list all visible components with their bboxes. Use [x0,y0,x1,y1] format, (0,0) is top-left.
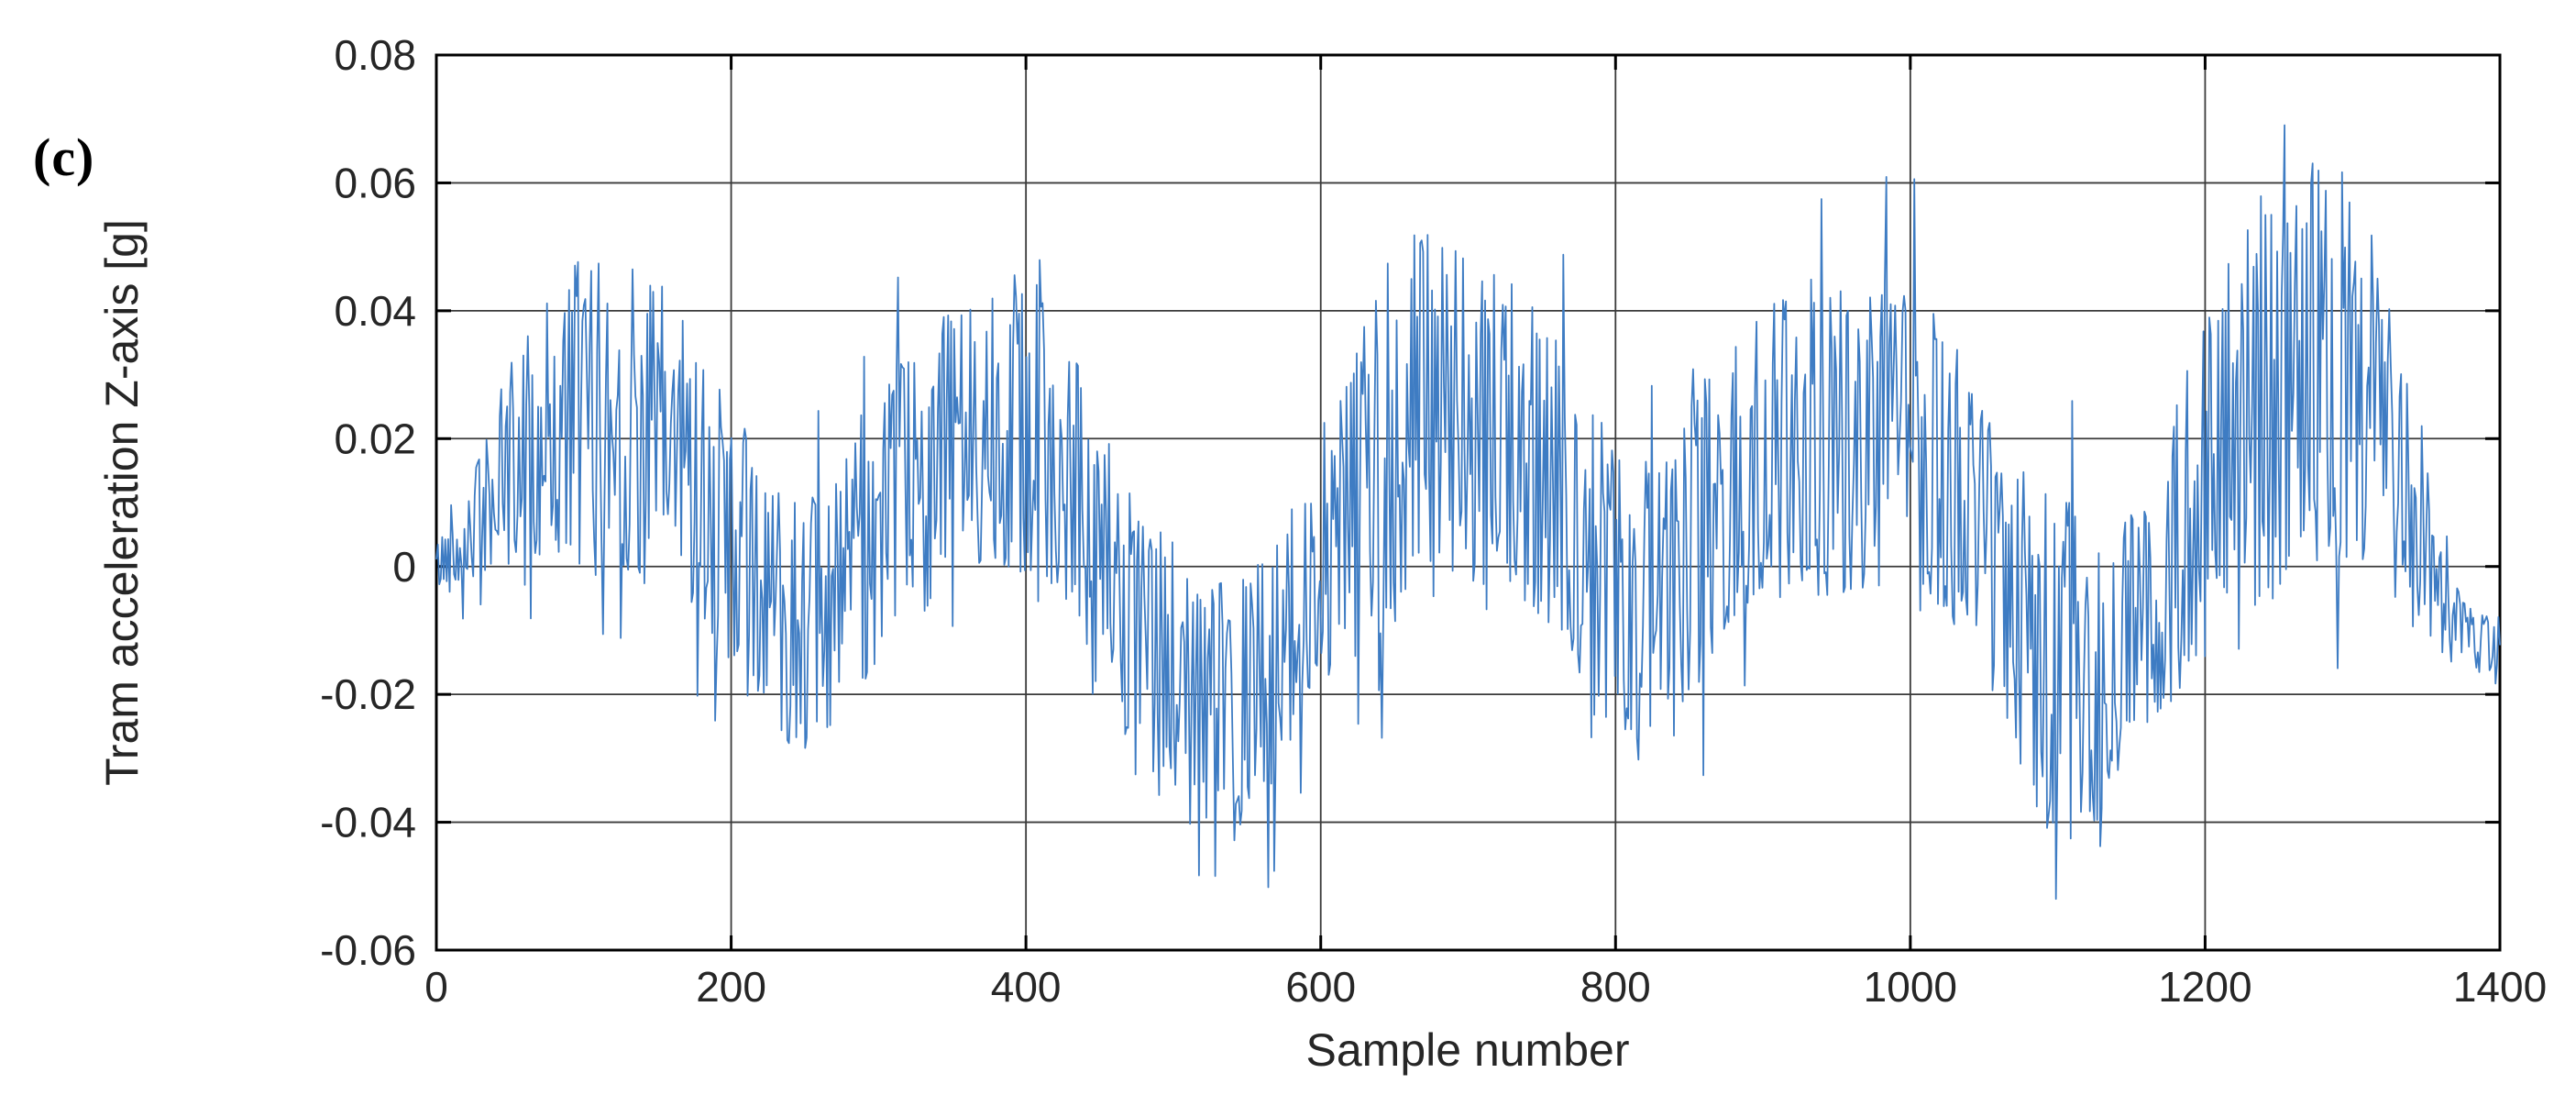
x-tick-label: 400 [991,963,1062,1011]
signal-line [435,124,2501,901]
x-tick-label: 800 [1580,963,1651,1011]
y-tick-label: -0.04 [320,799,416,846]
y-tick-label: 0.06 [334,160,416,207]
x-tick-label: 1200 [2158,963,2251,1011]
x-tick-label: 0 [424,963,448,1011]
x-tick-label: 200 [696,963,766,1011]
y-axis-label: Tram acceleration Z-axis [g] [96,219,148,786]
y-tick-label: 0.04 [334,287,416,335]
x-tick-label: 1000 [1864,963,1957,1011]
x-tick-label: 1400 [2453,963,2547,1011]
y-tick-label: -0.02 [320,670,416,718]
plot-box [435,53,2502,952]
y-tick-label: 0 [392,543,416,591]
y-tick-label: -0.06 [320,926,416,974]
y-tick-label: 0.02 [334,415,416,462]
x-axis-label: Sample number [1306,1024,1630,1076]
y-tick-label: 0.08 [334,31,416,79]
panel-label: (c) [33,127,95,187]
x-tick-label: 600 [1285,963,1356,1011]
tick-labels: 0 200 400 600 800 1000 1200 1400 -0.06 -0.04 -0.02… [320,31,2547,1011]
